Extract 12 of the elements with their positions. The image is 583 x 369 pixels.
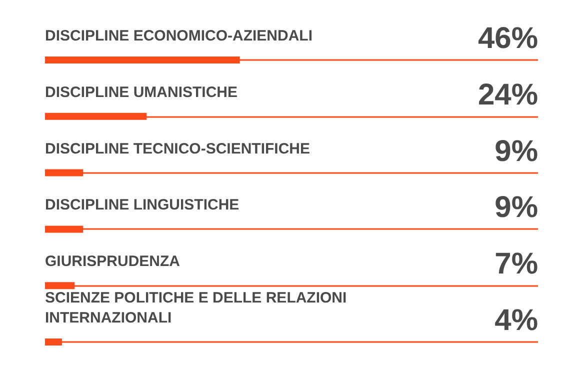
- data-label: 9%: [494, 191, 538, 224]
- y-tick-label: DISCIPLINE UMANISTICHE: [45, 84, 238, 101]
- data-label: 4%: [494, 304, 538, 337]
- data-label: 24%: [478, 78, 538, 112]
- y-tick-label: DISCIPLINE TECNICO-SCIENTIFICHE: [45, 140, 310, 158]
- y-tick-label: DISCIPLINE LINGUISTICHE: [45, 196, 240, 214]
- y-tick-label: GIURISPRUDENZA: [45, 253, 180, 270]
- data-label: 7%: [494, 248, 538, 281]
- y-tick-label: SCIENZE POLITICHE E DELLE RELAZIONI INTERNAZIONALI: [45, 290, 351, 326]
- data-label: 9%: [494, 134, 538, 168]
- y-tick-label: DISCIPLINE ECONOMICO-AZIENDALI: [45, 28, 313, 44]
- data-label: 46%: [478, 22, 538, 55]
